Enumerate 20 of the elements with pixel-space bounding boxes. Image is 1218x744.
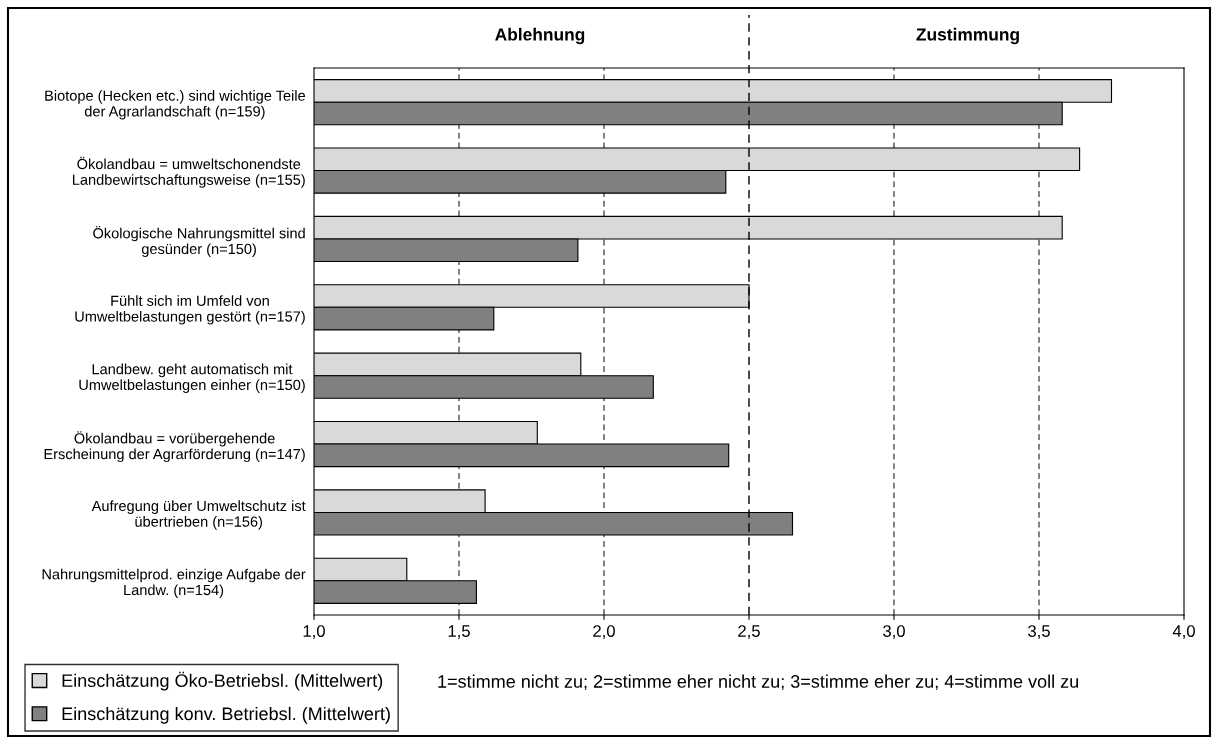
y-tick-label: Aufregung über Umweltschutz ist übertrieben (n=156): [91, 500, 306, 530]
x-tick-label: 3,0: [883, 625, 905, 639]
text: Zustimmung: [916, 27, 1019, 45]
text: 1=stimme nicht zu; 2=stimme eher nicht zu; 3=stimme eher zu; 4=stimme voll zu: [438, 674, 1079, 690]
x-tick-label: 1,5: [448, 625, 470, 639]
legend-label: Einschätzung konv. Betriebsl. (Mittelwert): [62, 706, 390, 724]
x-tick-label: 2,5: [738, 625, 760, 639]
legend-label: Einschätzung Öko-Betriebsl. (Mittelwert): [62, 671, 383, 691]
y-tick-label: Landbew. geht automatisch mit Umweltbelastungen einher (n=150): [79, 363, 305, 393]
y-tick-label: Ökolandbau = vorübergehende Erscheinung der Agrarförderung (n=147): [44, 431, 305, 463]
x-tick-label: 4,0: [1172, 625, 1195, 639]
y-tick-label: Ökologische Nahrungsmittel sind gesünder (n=150): [93, 226, 305, 257]
x-tick-label: 1,0: [303, 625, 325, 639]
x-tick-label: 3,5: [1028, 625, 1050, 639]
y-tick-label: Biotope (Hecken etc.) sind wichtige Teile der Agrarlandschaft (n=159): [45, 90, 306, 120]
x-tick-label: 2,0: [593, 625, 615, 639]
y-tick-label: Nahrungsmittelprod. einzige Aufgabe der Landw. (n=154): [42, 568, 306, 599]
y-tick-label: Ökolandbau = umweltschonendste Landbewirtschaftungsweise (n=155): [73, 156, 305, 188]
text: Ablehnung: [495, 27, 585, 45]
y-tick-label: Fühlt sich im Umfeld von Umweltbelastungen gestört (n=157): [75, 295, 305, 325]
